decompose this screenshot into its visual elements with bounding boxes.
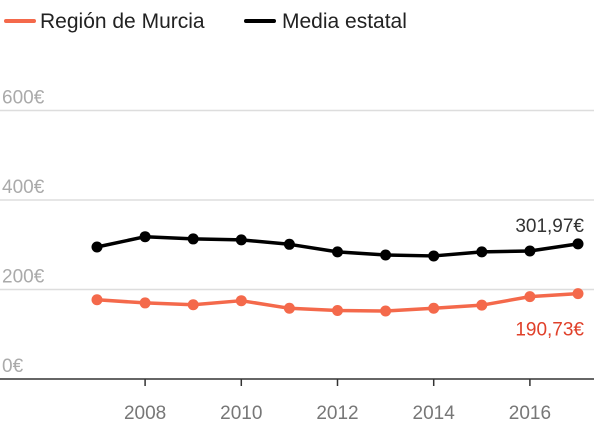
data-point[interactable] (332, 305, 343, 317)
data-point[interactable] (380, 249, 392, 261)
data-point[interactable] (139, 231, 151, 243)
y-tick-label: 200€ (2, 267, 45, 288)
x-tick-label: 2008 (124, 403, 166, 424)
y-axis-tick-labels: 0€ 200€ 400€ 600€ (2, 88, 45, 378)
x-axis: 2008 2010 2012 2014 2016 (0, 378, 594, 424)
end-labels: 190,73€ 301,97€ (515, 216, 584, 341)
data-point[interactable] (476, 246, 488, 258)
data-point[interactable] (332, 246, 343, 258)
x-tick-label: 2014 (413, 403, 456, 424)
data-point[interactable] (235, 234, 247, 246)
y-tick-label: 600€ (2, 88, 45, 109)
data-point[interactable] (91, 241, 103, 253)
legend-item-murcia[interactable]: Región de Murcia (4, 10, 205, 33)
data-point[interactable] (187, 299, 199, 311)
data-point[interactable] (380, 305, 392, 317)
x-tick-label: 2016 (509, 403, 551, 424)
data-point[interactable] (139, 297, 151, 309)
data-point[interactable] (572, 288, 584, 300)
series-lines (91, 231, 584, 317)
data-point[interactable] (572, 238, 584, 250)
data-point[interactable] (428, 250, 440, 262)
y-gridlines (0, 109, 594, 291)
data-point[interactable] (283, 238, 295, 250)
y-tick-label: 400€ (2, 177, 45, 198)
data-point[interactable] (524, 291, 536, 303)
legend-label-media: Media estatal (282, 10, 407, 33)
data-point[interactable] (187, 233, 199, 245)
end-label-0: 190,73€ (515, 320, 584, 341)
legend-label-murcia: Región de Murcia (40, 10, 205, 33)
data-point[interactable] (283, 302, 295, 314)
legend: Región de Murcia Media estatal (4, 10, 407, 33)
data-point[interactable] (91, 294, 103, 306)
end-label-1: 301,97€ (515, 216, 584, 237)
legend-item-media[interactable]: Media estatal (244, 10, 407, 33)
x-tick-label: 2012 (316, 403, 358, 424)
data-point[interactable] (476, 299, 488, 311)
data-point[interactable] (524, 245, 536, 257)
x-tick-label: 2010 (220, 403, 262, 424)
data-point[interactable] (235, 295, 247, 307)
data-point[interactable] (428, 302, 440, 314)
y-tick-label: 0€ (2, 356, 24, 377)
